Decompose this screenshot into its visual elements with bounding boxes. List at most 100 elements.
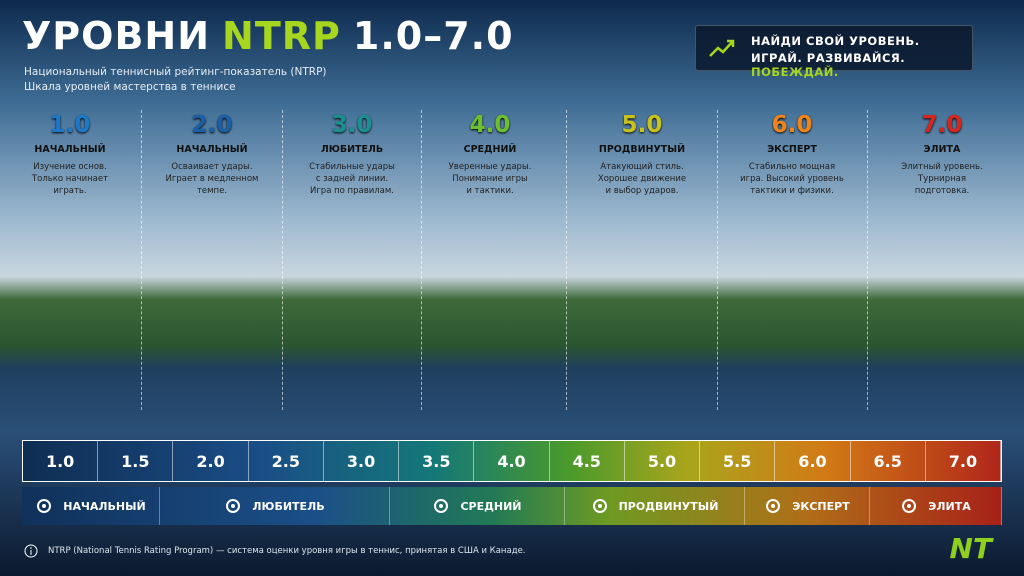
description-line: Изучение основ. <box>33 162 107 172</box>
level-description: Атакующий стиль. Хорошее движение и выбор … <box>573 161 711 197</box>
scale-cell: 2.0 <box>173 441 249 481</box>
level-name: НАЧАЛЬНЫЙ <box>34 144 106 155</box>
description-line: тактики и физики. <box>750 186 834 196</box>
title-part: УРОВНИ <box>22 14 211 58</box>
level-column: 2.0 НАЧАЛЬНЫЙ Осваивает удары. Играет в мед… <box>143 112 281 197</box>
category: ЭКСПЕРТ <box>745 487 870 525</box>
scale-cell: 1.5 <box>98 441 174 481</box>
level-name: НАЧАЛЬНЫЙ <box>176 144 248 155</box>
subtitle: Национальный теннисный рейтинг-показател… <box>24 66 327 78</box>
level-description: Стабильные удары с задней линии. Игра по п… <box>283 161 421 197</box>
cta-box: НАЙДИ СВОЙ УРОВЕНЬ. ИГРАЙ. РАЗВИВАЙСЯ. П… <box>695 25 973 79</box>
description-line: Элитный уровень. <box>901 162 983 172</box>
level-name: ПРОДВИНУТЫЙ <box>598 144 686 155</box>
category-icon <box>434 499 449 513</box>
category-label: НАЧАЛЬНЫЙ <box>63 499 146 513</box>
category: ЛЮБИТЕЛЬ <box>160 487 390 525</box>
info-icon <box>24 544 38 558</box>
logo: NT <box>949 532 992 565</box>
level-column: 7.0 ЭЛИТА Элитный уровень. Турнирная подгото… <box>873 112 1011 197</box>
description-line: темпе. <box>196 186 228 196</box>
category-label: СРЕДНИЙ <box>460 499 522 513</box>
scale-cell: 3.5 <box>399 441 475 481</box>
scale-cell: 7.0 <box>926 441 1002 481</box>
description-line: Играет в медленном <box>165 174 259 184</box>
subtitle: Шкала уровней мастерства в теннисе <box>24 81 236 93</box>
cta-line: НАЙДИ СВОЙ УРОВЕНЬ. <box>751 34 920 48</box>
cta-line: ИГРАЙ. РАЗВИВАЙСЯ. ПОБЕЖДАЙ. <box>751 51 972 79</box>
footnote: NTRP (National Tennis Rating Program) — … <box>24 544 526 558</box>
scale-cell: 5.0 <box>625 441 701 481</box>
level-column: 1.0 НАЧАЛЬНЫЙ Изучение основ. Только начина… <box>1 112 139 197</box>
category: НАЧАЛЬНЫЙ <box>22 487 160 525</box>
level-column: 3.0 ЛЮБИТЕЛЬ Стабильные удары с задней лини… <box>283 112 421 197</box>
scale-cell: 4.5 <box>550 441 625 481</box>
column-divider <box>282 110 283 410</box>
level-description: Осваивает удары. Играет в медленном темпе. <box>143 161 281 197</box>
level-scale: 1.0 1.5 2.0 2.5 3.0 3.5 4.0 4.5 5.0 5.5 6.0 6.5 7.0 <box>22 440 1002 482</box>
description-line: Уверенные удары. <box>448 162 532 172</box>
description-line: с задней линии. <box>315 174 389 184</box>
level-name: СРЕДНИЙ <box>463 144 517 155</box>
column-divider <box>717 110 718 410</box>
description-line: Стабильно мощная <box>748 162 836 172</box>
scale-cell: 6.5 <box>851 441 926 481</box>
category-label: ПРОДВИНУТЫЙ <box>618 499 719 513</box>
category: СРЕДНИЙ <box>390 487 565 525</box>
level-name: ЭКСПЕРТ <box>767 144 817 155</box>
category-icon <box>592 499 607 513</box>
level-description: Стабильно мощная игра. Высокий уровень так… <box>723 161 861 197</box>
level-number: 1.0 <box>49 112 91 138</box>
column-divider <box>141 110 142 410</box>
scale-cell: 5.5 <box>700 441 776 481</box>
category-icon <box>226 499 241 513</box>
scale-cell: 3.0 <box>324 441 400 481</box>
description-line: Игра по правилам. <box>309 186 395 196</box>
scale-cell: 1.0 <box>23 441 99 481</box>
level-name: ЛЮБИТЕЛЬ <box>320 144 384 155</box>
description-line: играть. <box>53 186 87 196</box>
category: ЭЛИТА <box>870 487 1002 525</box>
description-line: Турнирная <box>918 174 966 184</box>
column-divider <box>867 110 868 410</box>
description-line: подготовка. <box>914 186 970 196</box>
category-bar: НАЧАЛЬНЫЙ ЛЮБИТЕЛЬ СРЕДНИЙ ПРОДВИНУТЫЙ ЭКСПЕ… <box>22 487 1002 525</box>
level-column: 4.0 СРЕДНИЙ Уверенные удары. Понимание игры… <box>421 112 559 197</box>
level-number: 2.0 <box>191 112 233 138</box>
level-number: 6.0 <box>771 112 813 138</box>
column-divider <box>566 110 567 410</box>
description-line: Только начинает <box>31 174 109 184</box>
description-line: Хорошее движение <box>597 174 687 184</box>
level-column: 5.0 ПРОДВИНУТЫЙ Атакующий стиль. Хорошее дв… <box>573 112 711 197</box>
category-icon <box>766 499 781 513</box>
level-column: 6.0 ЭКСПЕРТ Стабильно мощная игра. Высокий … <box>723 112 861 197</box>
cta-text: ИГРАЙ. РАЗВИВАЙСЯ. <box>751 51 906 65</box>
scale-cell: 2.5 <box>249 441 324 481</box>
growth-icon <box>709 39 735 57</box>
level-description: Элитный уровень. Турнирная подготовка. <box>873 161 1011 197</box>
level-description: Уверенные удары. Понимание игры и тактики. <box>421 161 559 197</box>
description-line: Атакующий стиль. <box>600 162 684 172</box>
scale-cell: 4.0 <box>474 441 550 481</box>
cta-highlight: ПОБЕЖДАЙ. <box>751 65 839 79</box>
level-number: 5.0 <box>621 112 663 138</box>
level-description: Изучение основ. Только начинает играть. <box>1 161 139 197</box>
level-number: 3.0 <box>331 112 373 138</box>
category-label: ЭКСПЕРТ <box>792 499 850 513</box>
description-line: Стабильные удары <box>309 162 395 172</box>
description-line: Понимание игры <box>452 174 528 184</box>
level-number: 4.0 <box>469 112 511 138</box>
title-part: 1.0–7.0 <box>352 14 514 58</box>
level-name: ЭЛИТА <box>923 144 961 155</box>
level-number: 7.0 <box>921 112 963 138</box>
description-line: и выбор ударов. <box>605 186 679 196</box>
scale-cell: 6.0 <box>775 441 851 481</box>
footnote-text: NTRP (National Tennis Rating Program) — … <box>48 546 526 556</box>
category: ПРОДВИНУТЫЙ <box>565 487 745 525</box>
category-icon <box>902 499 917 513</box>
category-icon <box>37 499 52 513</box>
title: УРОВНИ NTRP 1.0–7.0 <box>22 14 514 58</box>
title-part: NTRP <box>222 14 341 58</box>
